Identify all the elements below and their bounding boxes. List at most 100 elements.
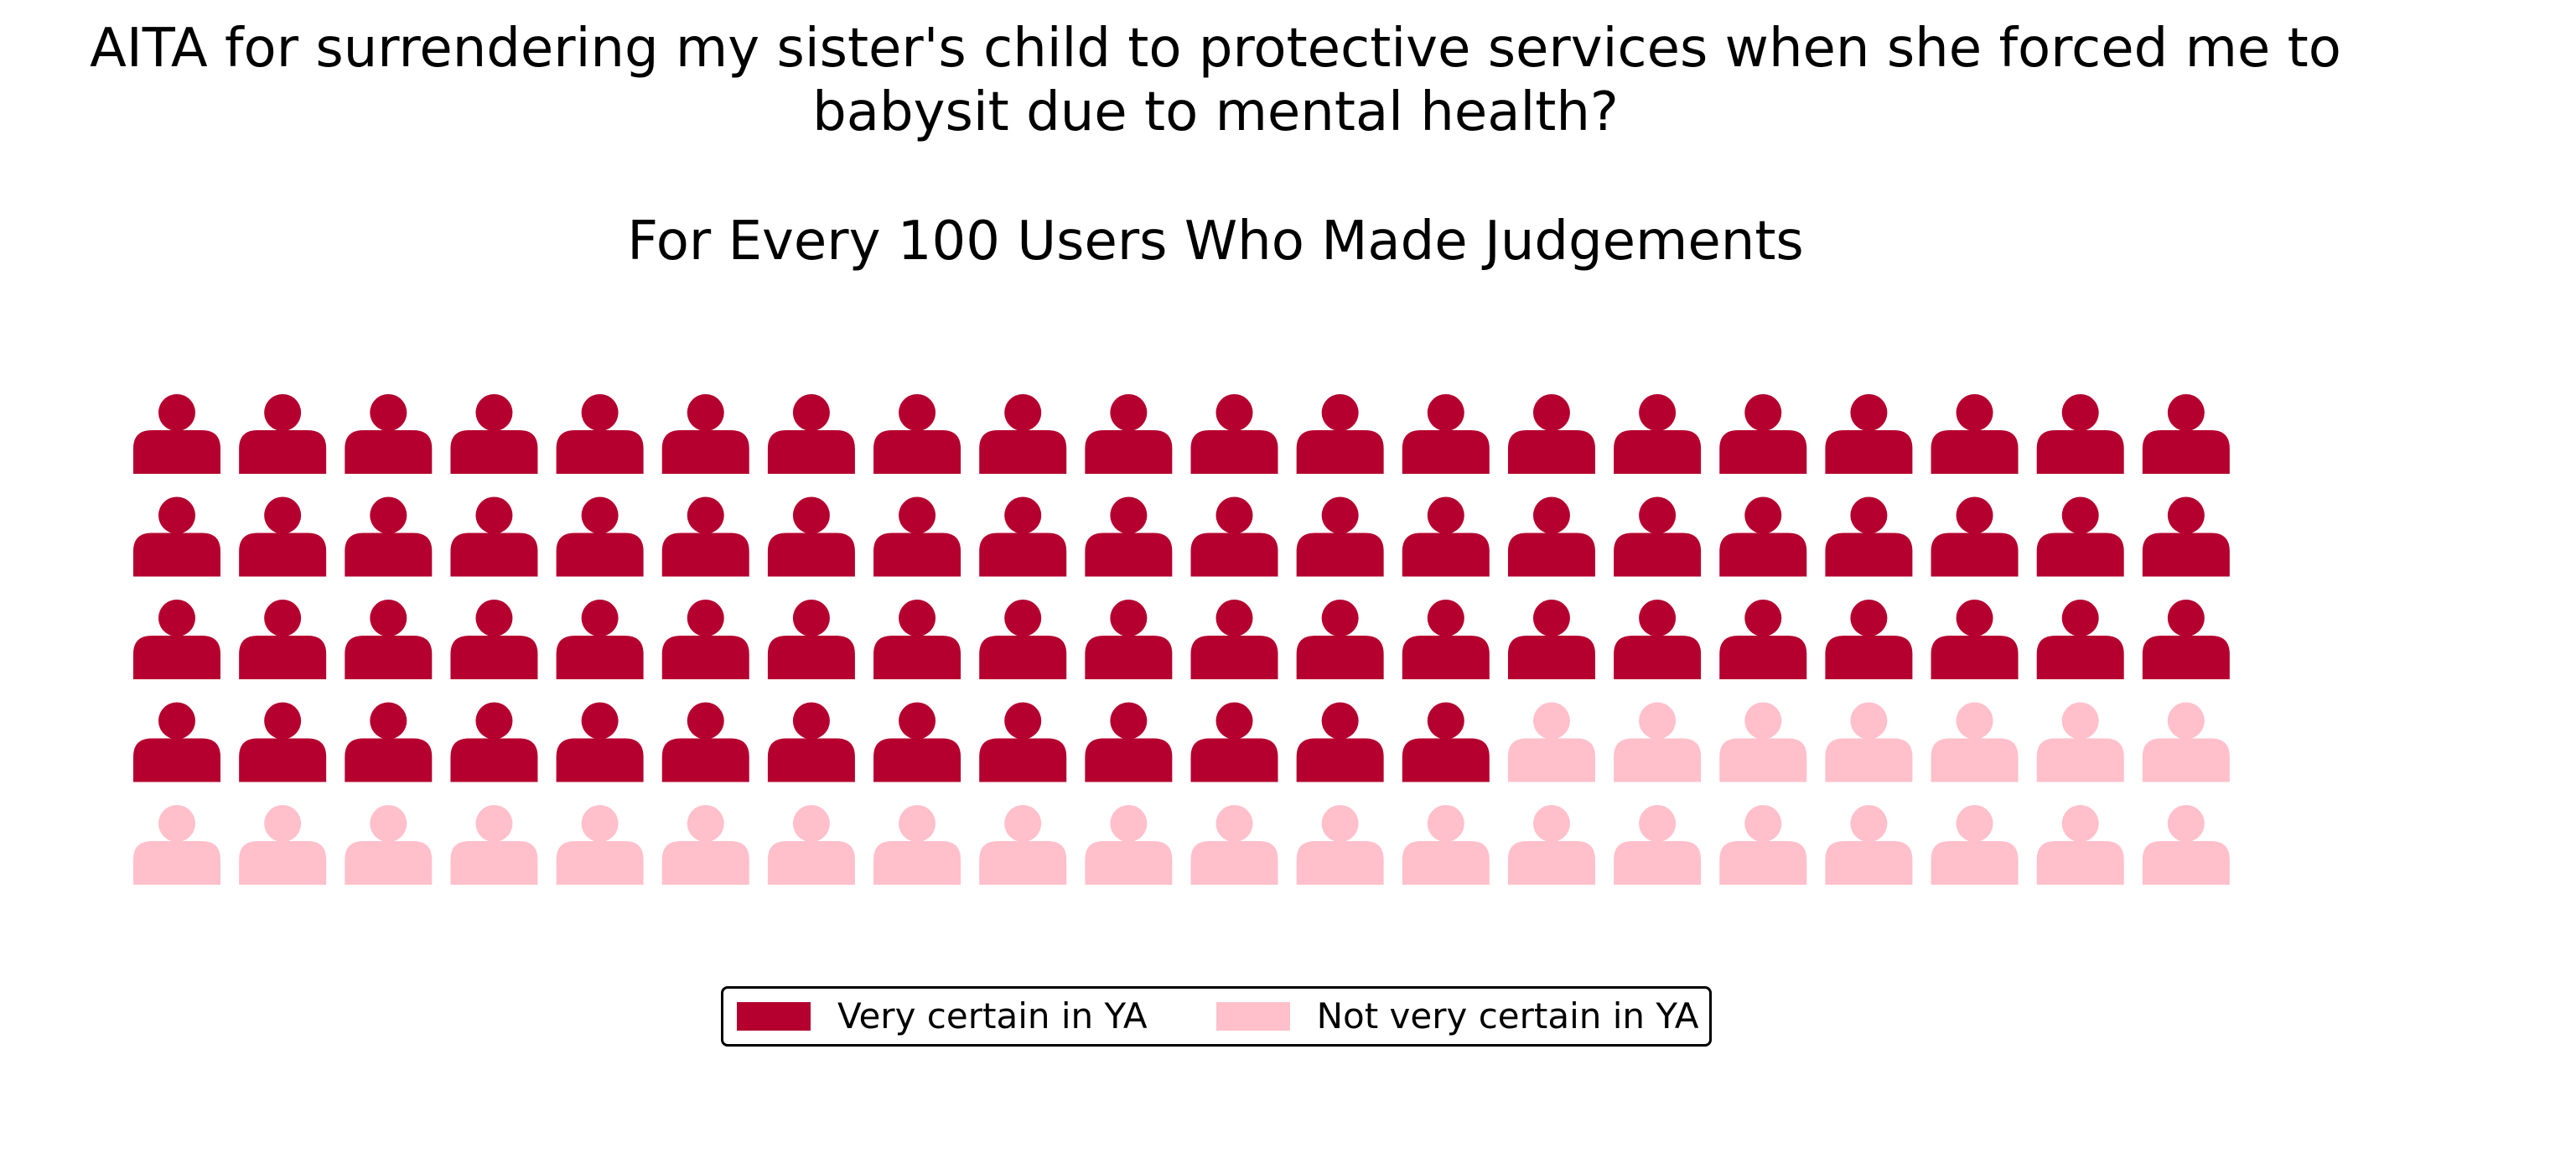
legend-item-very-certain: Very certain in YA — [737, 989, 1148, 1044]
person-icon — [556, 702, 644, 782]
person-icon — [1825, 805, 1913, 885]
person-icon — [661, 600, 749, 679]
person-icon — [1085, 805, 1173, 885]
person-icon — [450, 805, 538, 885]
person-icon — [1402, 702, 1490, 782]
person-icon — [1614, 600, 1702, 679]
person-icon — [1719, 805, 1807, 885]
person-icon — [450, 394, 538, 474]
person-icon — [1402, 805, 1490, 885]
person-icon — [2036, 805, 2124, 885]
person-icon — [661, 394, 749, 474]
person-icon — [1402, 600, 1490, 679]
person-icon — [873, 394, 961, 474]
person-icon — [661, 805, 749, 885]
person-icon — [345, 702, 433, 782]
person-icon — [1507, 600, 1595, 679]
person-icon — [133, 702, 220, 782]
chart-title-line-2: babysit due to mental health? — [812, 81, 1619, 143]
person-icon — [1507, 496, 1595, 577]
person-icon — [1085, 702, 1173, 782]
person-icon — [1931, 496, 2019, 577]
person-icon — [1085, 496, 1173, 577]
person-icon — [873, 600, 961, 679]
person-icon — [1190, 394, 1278, 474]
person-icon — [1825, 600, 1913, 679]
person-icon — [767, 394, 855, 474]
person-icon — [2142, 600, 2230, 679]
person-icon — [1931, 394, 2019, 474]
person-icon — [345, 600, 433, 679]
person-icon — [979, 496, 1067, 577]
person-icon — [556, 496, 644, 577]
person-icon — [1825, 702, 1913, 782]
person-icon — [239, 394, 327, 474]
person-icon — [1190, 805, 1278, 885]
person-icon — [1296, 496, 1384, 577]
chart-title-line-1: AITA for surrendering my sister's child … — [90, 18, 2341, 80]
legend-label-very-certain: Very certain in YA — [837, 995, 1148, 1037]
person-icon — [661, 702, 749, 782]
person-icon — [133, 805, 220, 885]
person-icon — [873, 702, 961, 782]
person-icon — [239, 496, 327, 577]
person-icon — [2036, 496, 2124, 577]
person-icon — [1190, 702, 1278, 782]
person-icon — [873, 496, 961, 577]
person-icon — [1614, 394, 1702, 474]
person-icon — [1296, 600, 1384, 679]
person-icon — [2142, 394, 2230, 474]
person-icon — [2142, 496, 2230, 577]
person-icon — [133, 496, 220, 577]
legend-swatch-very-certain — [737, 1002, 811, 1031]
person-icon — [239, 600, 327, 679]
person-icon — [1614, 496, 1702, 577]
person-icon — [1296, 805, 1384, 885]
person-icon — [556, 394, 644, 474]
person-icon — [450, 600, 538, 679]
person-icon — [1825, 496, 1913, 577]
person-icon — [239, 702, 327, 782]
person-icon — [1190, 600, 1278, 679]
person-icon — [1719, 600, 1807, 679]
person-icon — [1402, 496, 1490, 577]
chart-subtitle: For Every 100 Users Who Made Judgements — [627, 210, 1804, 273]
legend-swatch-not-very-certain — [1215, 1002, 1290, 1031]
person-icon — [1190, 496, 1278, 577]
legend-label-not-very-certain: Not very certain in YA — [1316, 995, 1699, 1037]
person-icon — [1402, 394, 1490, 474]
person-icon — [767, 805, 855, 885]
person-icon — [661, 496, 749, 577]
person-icon — [767, 600, 855, 679]
person-icon — [1719, 702, 1807, 782]
person-icon — [979, 702, 1067, 782]
person-icon — [1614, 805, 1702, 885]
person-icon — [1931, 805, 2019, 885]
person-icon — [1931, 702, 2019, 782]
person-icon — [1719, 496, 1807, 577]
person-icon — [873, 805, 961, 885]
person-icon — [1085, 394, 1173, 474]
person-icon — [2036, 394, 2124, 474]
person-icon — [556, 805, 644, 885]
legend-item-not-very-certain: Not very certain in YA — [1215, 989, 1699, 1044]
person-icon — [1507, 394, 1595, 474]
person-icon — [2036, 702, 2124, 782]
person-icon — [450, 496, 538, 577]
person-icon — [979, 394, 1067, 474]
person-icon — [2142, 702, 2230, 782]
person-icon — [1825, 394, 1913, 474]
person-icon — [345, 394, 433, 474]
person-icon — [133, 600, 220, 679]
person-icon — [2142, 805, 2230, 885]
person-icon — [556, 600, 644, 679]
person-icon — [345, 496, 433, 577]
person-icon — [450, 702, 538, 782]
person-icon — [767, 702, 855, 782]
person-icon — [239, 805, 327, 885]
person-icon — [1931, 600, 2019, 679]
person-icon — [1507, 805, 1595, 885]
person-icon — [133, 394, 220, 474]
person-icon — [979, 600, 1067, 679]
